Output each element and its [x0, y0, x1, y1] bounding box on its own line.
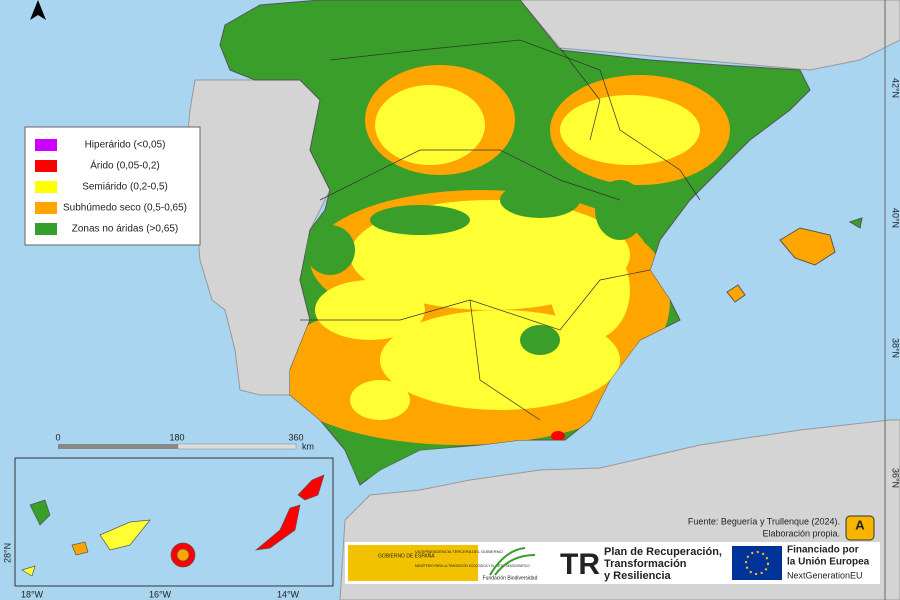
legend-swatch	[35, 202, 57, 214]
mallorca	[779, 227, 836, 266]
scale-label: 0	[55, 432, 60, 442]
legend-label: Hiperárido (<0,05)	[85, 140, 166, 151]
aridity-zones	[270, 65, 730, 485]
canary-islands	[21, 474, 325, 577]
eu-text: la Unión Europea	[787, 557, 870, 568]
plan-text: Plan de Recuperación,	[604, 546, 722, 558]
plan-text: y Resiliencia	[604, 570, 672, 582]
zone	[500, 182, 580, 218]
gov-text: GOBIERNO DE ESPAÑA	[378, 552, 435, 559]
nextgen-text: NextGenerationEU	[787, 570, 863, 580]
fb-logo	[489, 547, 536, 576]
menorca	[848, 217, 863, 229]
ibiza	[726, 284, 746, 303]
lat-label: 40°N	[891, 208, 900, 228]
min-text: MINISTERIO PARA LA TRANSICIÓN ECOLÓGICA …	[415, 563, 530, 568]
zone	[551, 431, 565, 441]
legend: Hiperárido (<0,05) Árido (0,05-0,2) Semiár…	[24, 126, 201, 246]
north-arrow	[30, 0, 46, 20]
lon-label: 14°W	[277, 589, 300, 599]
scale-label: 180	[169, 432, 184, 442]
source-note: Elaboración propia.	[762, 528, 840, 538]
zone	[550, 240, 630, 340]
zone	[595, 180, 645, 240]
legend-swatch	[35, 160, 57, 172]
region-borders	[300, 39, 701, 421]
badge-label: A	[855, 517, 865, 532]
canary-inset	[14, 457, 334, 587]
eu-text: Financiado por	[787, 545, 859, 556]
tr-logo: TR	[560, 548, 600, 581]
lat-label: 28°N	[2, 543, 12, 563]
zone	[380, 310, 620, 410]
lat-label: 38°N	[891, 338, 900, 358]
zone	[315, 280, 425, 340]
legend-swatch	[35, 181, 57, 193]
scale-segment	[58, 444, 178, 449]
legend-label: Árido (0,05-0,2)	[90, 159, 159, 172]
gov-logo	[348, 545, 478, 581]
badge	[845, 515, 875, 541]
scale-bar: km 0 180 360	[55, 432, 314, 451]
zone	[350, 380, 410, 420]
eu-stars	[745, 551, 769, 575]
lat-label: 36°N	[891, 468, 900, 488]
zone	[370, 205, 470, 235]
scale-label: 360	[288, 432, 303, 442]
france	[519, 0, 900, 71]
legend-label: Subhúmedo seco (0,5-0,65)	[63, 203, 187, 214]
zone	[375, 85, 485, 165]
zone	[520, 325, 560, 355]
lat-label: 42°N	[891, 78, 900, 98]
legend-label: Zonas no áridas (>0,65)	[72, 224, 178, 235]
vp-text: VICEPRESIDENCIA TERCERA DEL GOBIERNO	[415, 549, 503, 554]
source: Fuente: Beguería y Trullenque (2024).	[688, 516, 840, 526]
zone	[560, 95, 700, 165]
plan-text: Transformación	[604, 558, 687, 570]
scale-unit: km	[302, 441, 314, 451]
legend-swatch	[35, 223, 57, 235]
lon-label: 16°W	[149, 589, 172, 599]
legend-swatch	[35, 139, 57, 151]
legend-label: Semiárido (0,2-0,5)	[82, 182, 168, 193]
zone	[305, 225, 355, 275]
scale-segment	[177, 443, 297, 450]
fb-text: Fundación Biodiversidad	[483, 575, 538, 581]
lon-label: 18°W	[21, 589, 44, 599]
